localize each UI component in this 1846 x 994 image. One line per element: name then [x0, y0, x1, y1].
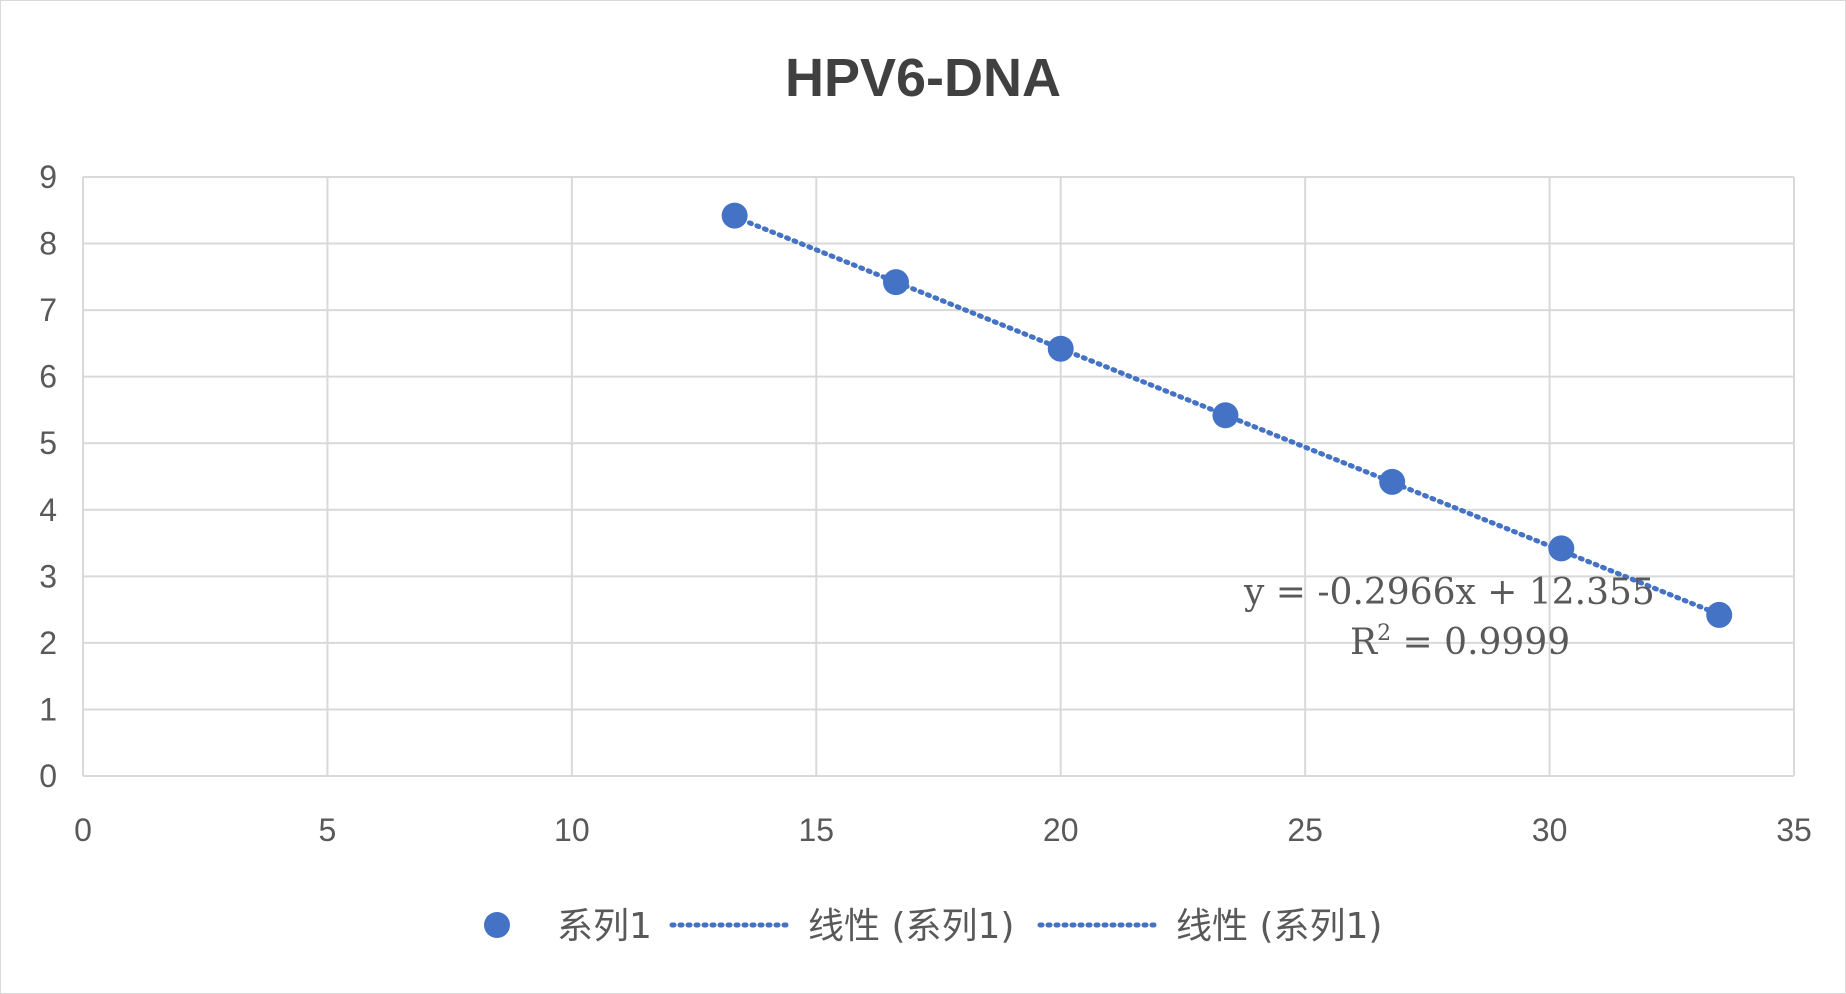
x-tick-label-5: 25	[1287, 812, 1323, 848]
y-tick-label-7: 7	[39, 292, 57, 328]
r2-prefix: R	[1350, 622, 1378, 663]
data-point-6	[1706, 601, 1733, 628]
data-point-5	[1548, 535, 1575, 562]
data-point-3	[1212, 402, 1239, 429]
legend-label-series: 系列1	[557, 906, 652, 947]
gridlines	[82, 176, 1795, 777]
y-tick-label-3: 3	[39, 558, 57, 594]
r2-superscript: 2	[1377, 621, 1391, 646]
x-tick-label-3: 15	[798, 812, 834, 848]
y-tick-label-5: 5	[39, 425, 57, 461]
data-point-2	[1047, 335, 1074, 362]
x-tick-label-6: 30	[1532, 812, 1568, 848]
trendline-equation: y = -0.2966x + 12.355 R2 = 0.9999	[1243, 572, 1655, 663]
chart-legend: 系列1 线性 (系列1) 线性 (系列1)	[484, 906, 1382, 947]
y-tick-label-1: 1	[39, 691, 57, 727]
data-point-4	[1379, 468, 1406, 495]
y-axis-tick-labels: 0 1 2 3 4 5 6 7 8 9	[39, 159, 57, 794]
x-tick-label-1: 5	[319, 812, 337, 848]
r2-value: = 0.9999	[1391, 622, 1570, 663]
data-point-1	[882, 269, 909, 296]
data-point-0	[721, 202, 748, 229]
x-tick-label-4: 20	[1043, 812, 1079, 848]
series-points	[721, 202, 1733, 628]
legend-label-trendline-1: 线性 (系列1)	[1176, 906, 1382, 947]
y-tick-label-2: 2	[39, 625, 57, 661]
x-tick-label-2: 10	[554, 812, 590, 848]
legend-label-trendline-0: 线性 (系列1)	[808, 906, 1014, 947]
trendline-equation-line: y = -0.2966x + 12.355	[1243, 572, 1655, 613]
x-tick-label-0: 0	[74, 812, 92, 848]
y-tick-label-8: 8	[39, 226, 57, 262]
legend-marker-series	[484, 912, 510, 938]
x-axis-tick-labels: 0 5 10 15 20 25 30 35	[74, 812, 1812, 848]
x-tick-label-7: 35	[1776, 812, 1812, 848]
y-tick-label-0: 0	[39, 758, 57, 794]
y-tick-label-9: 9	[39, 159, 57, 195]
trendline-r2-line: R2 = 0.9999	[1350, 621, 1570, 663]
y-tick-label-4: 4	[39, 492, 57, 528]
chart-title: HPV6-DNA	[785, 48, 1061, 108]
y-tick-label-6: 6	[39, 359, 57, 395]
